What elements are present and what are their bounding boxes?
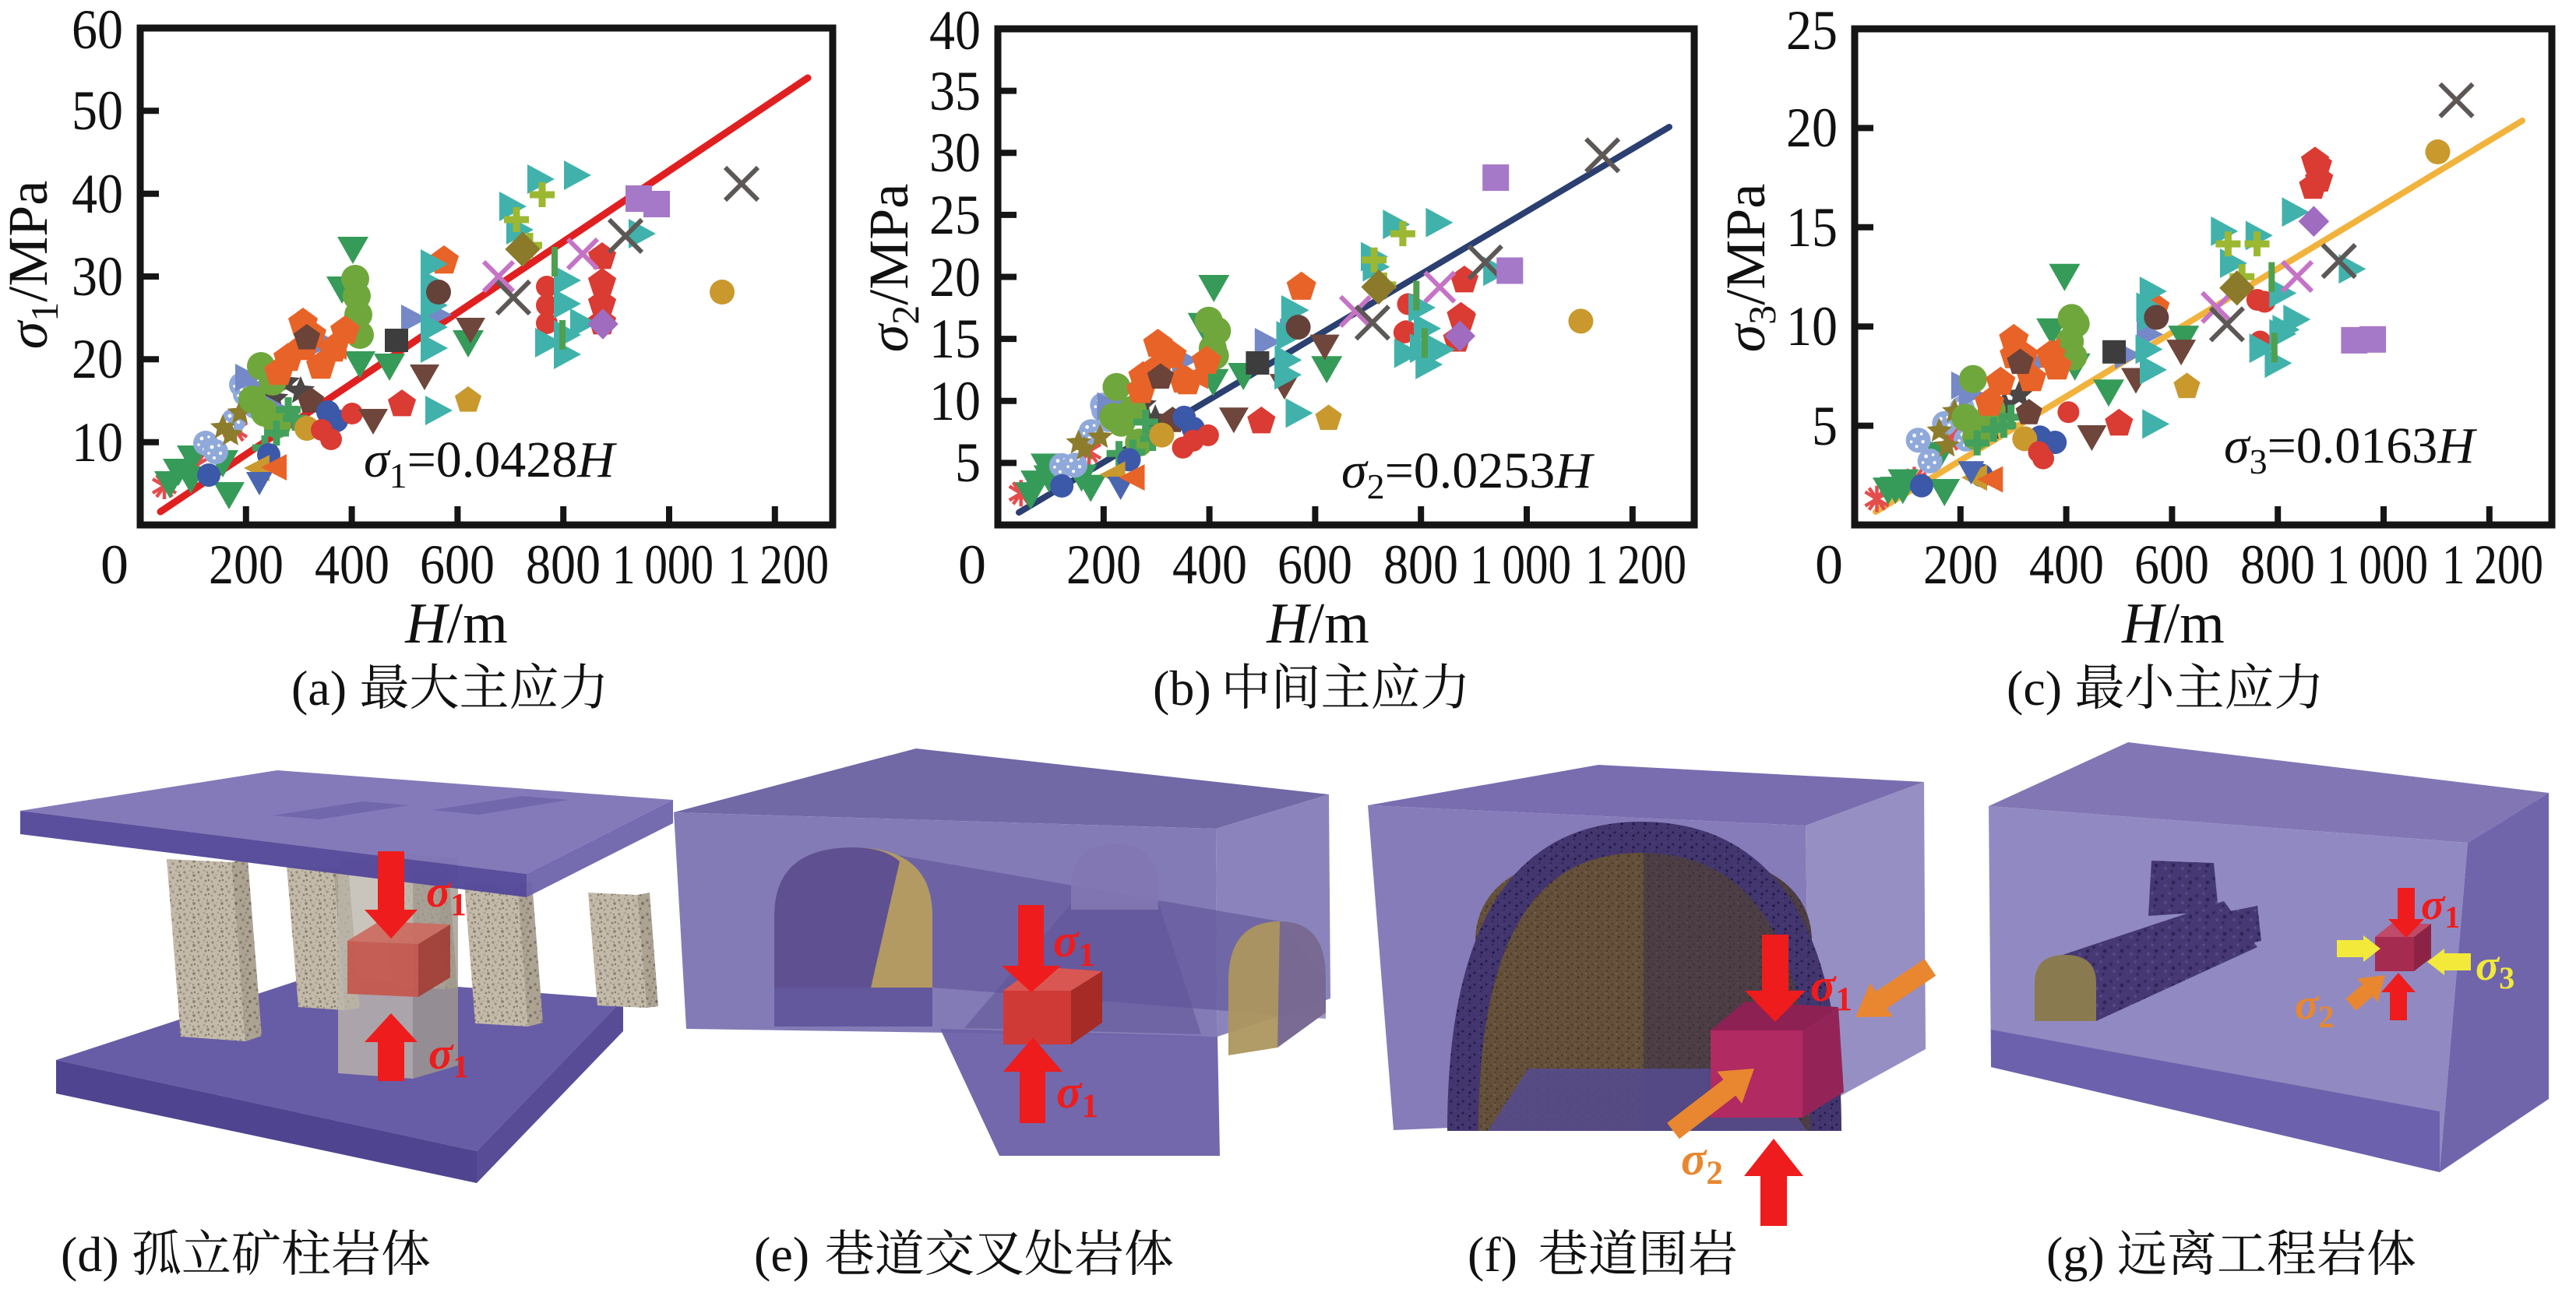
svg-text:0: 0 [1815, 534, 1843, 596]
svg-text:30: 30 [72, 245, 123, 308]
svg-text:25: 25 [1786, 0, 1838, 62]
svg-text:(e): (e) [754, 1227, 822, 1282]
svg-text:1 200: 1 200 [1585, 534, 1686, 596]
svg-text:5: 5 [955, 431, 981, 494]
svg-text:(a): (a) [291, 660, 359, 716]
svg-text:H/m: H/m [404, 592, 508, 656]
svg-text:600: 600 [420, 534, 495, 596]
svg-text:5: 5 [1812, 395, 1838, 457]
svg-text:σ1=0.0428H: σ1=0.0428H [364, 431, 617, 495]
svg-text:1 000: 1 000 [1470, 534, 1571, 596]
svg-text:σ1: σ1 [2421, 881, 2460, 935]
svg-text:H/m: H/m [1266, 592, 1369, 656]
svg-text:15: 15 [1786, 196, 1838, 259]
svg-text:σ2: σ2 [1681, 1133, 1723, 1192]
svg-text:σ1: σ1 [426, 866, 467, 922]
svg-text:(g): (g) [2046, 1227, 2117, 1282]
svg-text:1 200: 1 200 [728, 534, 829, 596]
svg-text:40: 40 [929, 0, 981, 62]
svg-text:30: 30 [929, 122, 981, 184]
svg-text:600: 600 [1277, 534, 1352, 596]
svg-text:σ3/MPa: σ3/MPa [1714, 184, 1784, 353]
svg-text:400: 400 [315, 534, 389, 596]
svg-text:600: 600 [2134, 534, 2209, 596]
svg-text:10: 10 [929, 370, 981, 432]
svg-text:1 000: 1 000 [2327, 534, 2428, 596]
svg-text:20: 20 [1786, 97, 1838, 159]
svg-text:0: 0 [100, 534, 129, 596]
svg-text:1 200: 1 200 [2442, 534, 2543, 596]
svg-text:(c): (c) [2007, 660, 2074, 716]
svg-text:σ1: σ1 [1053, 915, 1095, 974]
svg-text:H/m: H/m [2121, 592, 2225, 656]
svg-text:σ2: σ2 [2295, 981, 2334, 1034]
svg-text:σ1/MPa: σ1/MPa [0, 181, 66, 350]
svg-text:(d): (d) [61, 1227, 132, 1282]
svg-text:60: 60 [72, 0, 123, 61]
svg-text:15: 15 [929, 308, 981, 370]
svg-text:400: 400 [1172, 534, 1247, 596]
svg-text:200: 200 [1066, 534, 1141, 596]
svg-text:(f): (f) [1468, 1227, 1530, 1282]
svg-text:200: 200 [209, 534, 284, 596]
svg-text:20: 20 [929, 246, 981, 308]
svg-text:800: 800 [526, 534, 601, 596]
svg-text:σ2/MPa: σ2/MPa [858, 184, 927, 353]
svg-text:σ1: σ1 [428, 1028, 469, 1084]
svg-text:σ3=0.0163H: σ3=0.0163H [2224, 417, 2477, 481]
svg-text:σ2=0.0253H: σ2=0.0253H [1341, 442, 1595, 506]
svg-text:σ1: σ1 [1810, 960, 1852, 1018]
svg-text:40: 40 [72, 163, 123, 225]
svg-text:(b): (b) [1153, 660, 1224, 716]
svg-text:0: 0 [958, 534, 986, 596]
svg-text:σ1: σ1 [1056, 1066, 1098, 1125]
svg-text:10: 10 [1786, 295, 1838, 357]
svg-text:35: 35 [929, 60, 981, 122]
svg-text:1 000: 1 000 [612, 534, 714, 596]
svg-text:10: 10 [72, 411, 123, 474]
svg-text:200: 200 [1923, 534, 1998, 596]
svg-text:50: 50 [72, 79, 123, 142]
svg-text:800: 800 [2240, 534, 2315, 596]
svg-text:400: 400 [2029, 534, 2104, 596]
svg-text:800: 800 [1383, 534, 1458, 596]
svg-text:σ3: σ3 [2476, 942, 2514, 995]
svg-text:25: 25 [929, 184, 981, 246]
svg-text:20: 20 [72, 328, 123, 390]
